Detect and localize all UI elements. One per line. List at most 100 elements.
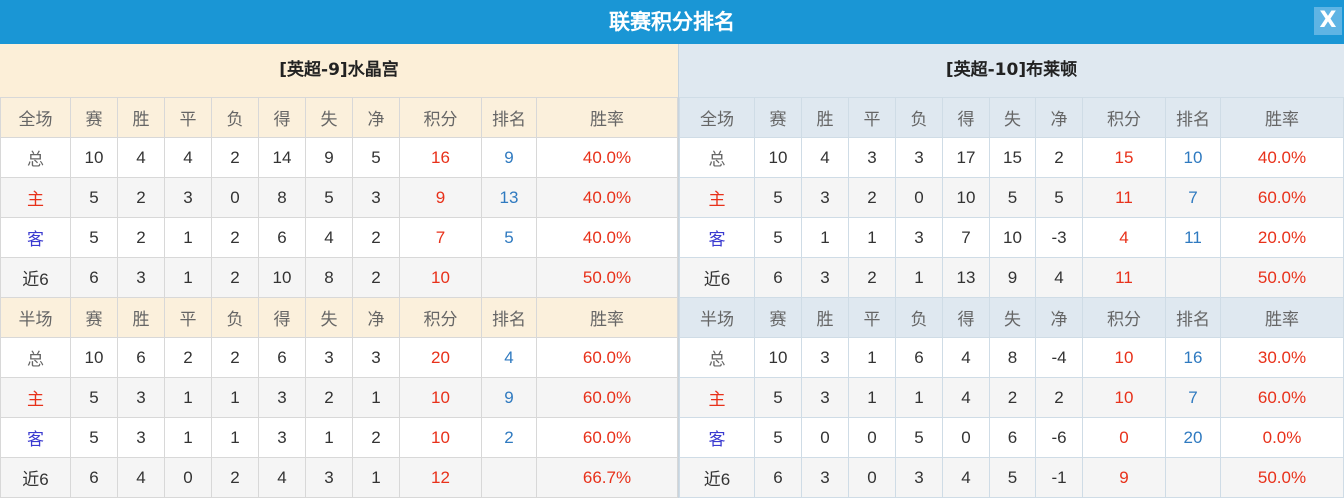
cell-goal-diff: 2 xyxy=(352,417,400,458)
cell-label: 客 xyxy=(679,217,755,258)
table-row: 主 5 3 2 0 10 5 5 11 7 60.0% xyxy=(679,177,1344,218)
cell-played: 5 xyxy=(754,177,802,218)
cell-rank: 9 xyxy=(481,137,537,178)
cell-drawn: 2 xyxy=(164,337,212,378)
cell-goals-against: 3 xyxy=(305,337,353,378)
cell-goal-diff: -3 xyxy=(1035,217,1083,258)
cell-goals-for: 10 xyxy=(942,177,990,218)
cell-won: 3 xyxy=(801,457,849,498)
cell-goal-diff: 5 xyxy=(1035,177,1083,218)
column-header-won: 胜 xyxy=(117,97,165,138)
column-header-won: 胜 xyxy=(801,297,849,338)
cell-played: 6 xyxy=(754,257,802,298)
column-header-won: 胜 xyxy=(117,297,165,338)
column-header-drawn: 平 xyxy=(848,297,896,338)
cell-drawn: 3 xyxy=(848,137,896,178)
cell-drawn: 1 xyxy=(164,417,212,458)
cell-label: 客 xyxy=(0,417,71,458)
column-header-goal-diff: 净 xyxy=(352,97,400,138)
cell-goals-for: 4 xyxy=(258,457,306,498)
cell-points: 16 xyxy=(399,137,482,178)
cell-won: 4 xyxy=(117,457,165,498)
column-header-goals-for: 得 xyxy=(258,297,306,338)
column-header-goal-diff: 净 xyxy=(1035,97,1083,138)
column-header-goal-diff: 净 xyxy=(352,297,400,338)
cell-lost: 1 xyxy=(211,377,259,418)
cell-win-rate: 20.0% xyxy=(1220,217,1344,258)
cell-goals-against: 10 xyxy=(989,217,1036,258)
column-header-won: 胜 xyxy=(801,97,849,138)
cell-label: 近6 xyxy=(0,257,71,298)
header-row: 半场赛胜平负得失净积分 排名 胜率 xyxy=(0,297,678,338)
cell-points: 10 xyxy=(399,417,482,458)
cell-goals-against: 5 xyxy=(989,177,1036,218)
cell-label: 总 xyxy=(679,337,755,378)
cell-label: 客 xyxy=(679,417,755,458)
cell-drawn: 2 xyxy=(848,257,896,298)
column-header-win-rate: 胜率 xyxy=(536,97,678,138)
cell-played: 10 xyxy=(70,137,118,178)
column-header-label: 全场 xyxy=(679,97,755,138)
cell-drawn: 3 xyxy=(164,177,212,218)
column-header-goals-against: 失 xyxy=(305,297,353,338)
cell-rank: 11 xyxy=(1165,217,1221,258)
column-header-played: 赛 xyxy=(754,297,802,338)
column-header-points: 积分 xyxy=(399,297,482,338)
cell-points: 10 xyxy=(399,257,482,298)
cell-lost: 0 xyxy=(895,177,943,218)
cell-rank: 2 xyxy=(481,417,537,458)
cell-goals-for: 4 xyxy=(942,337,990,378)
cell-goals-against: 2 xyxy=(989,377,1036,418)
cell-played: 10 xyxy=(754,337,802,378)
cell-drawn: 1 xyxy=(848,337,896,378)
cell-win-rate: 60.0% xyxy=(536,417,678,458)
cell-goals-against: 15 xyxy=(989,137,1036,178)
cell-won: 6 xyxy=(117,337,165,378)
cell-label: 主 xyxy=(0,177,71,218)
cell-played: 6 xyxy=(70,457,118,498)
cell-lost: 0 xyxy=(211,177,259,218)
column-header-points: 积分 xyxy=(1082,297,1166,338)
column-header-win-rate: 胜率 xyxy=(1220,97,1344,138)
cell-won: 4 xyxy=(801,137,849,178)
column-header-lost: 负 xyxy=(211,97,259,138)
team-name: [英超-9]水晶宫 xyxy=(0,44,678,97)
cell-goals-for: 4 xyxy=(942,457,990,498)
cell-won: 3 xyxy=(117,377,165,418)
cell-won: 3 xyxy=(801,177,849,218)
cell-played: 6 xyxy=(70,257,118,298)
cell-label: 近6 xyxy=(679,257,755,298)
cell-win-rate: 50.0% xyxy=(1220,457,1344,498)
table-row: 总 10 4 4 2 14 9 5 16 9 40.0% xyxy=(0,137,678,178)
cell-lost: 6 xyxy=(895,337,943,378)
cell-rank xyxy=(1165,457,1221,498)
cell-win-rate: 40.0% xyxy=(536,137,678,178)
column-header-rank: 排名 xyxy=(1165,297,1221,338)
cell-goals-for: 7 xyxy=(942,217,990,258)
column-header-label: 半场 xyxy=(679,297,755,338)
header-row: 全场赛胜平负得失净积分 排名 胜率 xyxy=(679,97,1344,138)
cell-points: 15 xyxy=(1082,137,1166,178)
column-header-points: 积分 xyxy=(399,97,482,138)
column-header-goals-for: 得 xyxy=(942,97,990,138)
cell-label: 近6 xyxy=(679,457,755,498)
cell-goals-against: 9 xyxy=(989,257,1036,298)
cell-goals-against: 2 xyxy=(305,377,353,418)
cell-goal-diff: 2 xyxy=(352,257,400,298)
cell-goals-against: 9 xyxy=(305,137,353,178)
cell-label: 总 xyxy=(0,337,71,378)
cell-rank xyxy=(481,457,537,498)
cell-goal-diff: 2 xyxy=(352,217,400,258)
cell-played: 10 xyxy=(754,137,802,178)
cell-win-rate: 60.0% xyxy=(1220,177,1344,218)
cell-goals-for: 10 xyxy=(258,257,306,298)
close-button[interactable]: X xyxy=(1314,7,1342,35)
away-team-panel: [英超-10]布莱顿 全场赛胜平负得失净积分 排名 胜率总 10 4 3 3 17 15 2 15 1… xyxy=(678,44,1344,498)
cell-won: 3 xyxy=(801,377,849,418)
header-row: 全场赛胜平负得失净积分 排名 胜率 xyxy=(0,97,678,138)
column-header-lost: 负 xyxy=(895,97,943,138)
cell-won: 1 xyxy=(801,217,849,258)
table-row: 总 10 3 1 6 4 8 -4 10 16 30.0% xyxy=(679,337,1344,378)
cell-label: 近6 xyxy=(0,457,71,498)
table-row: 主 5 3 1 1 3 2 1 10 9 60.0% xyxy=(0,377,678,418)
